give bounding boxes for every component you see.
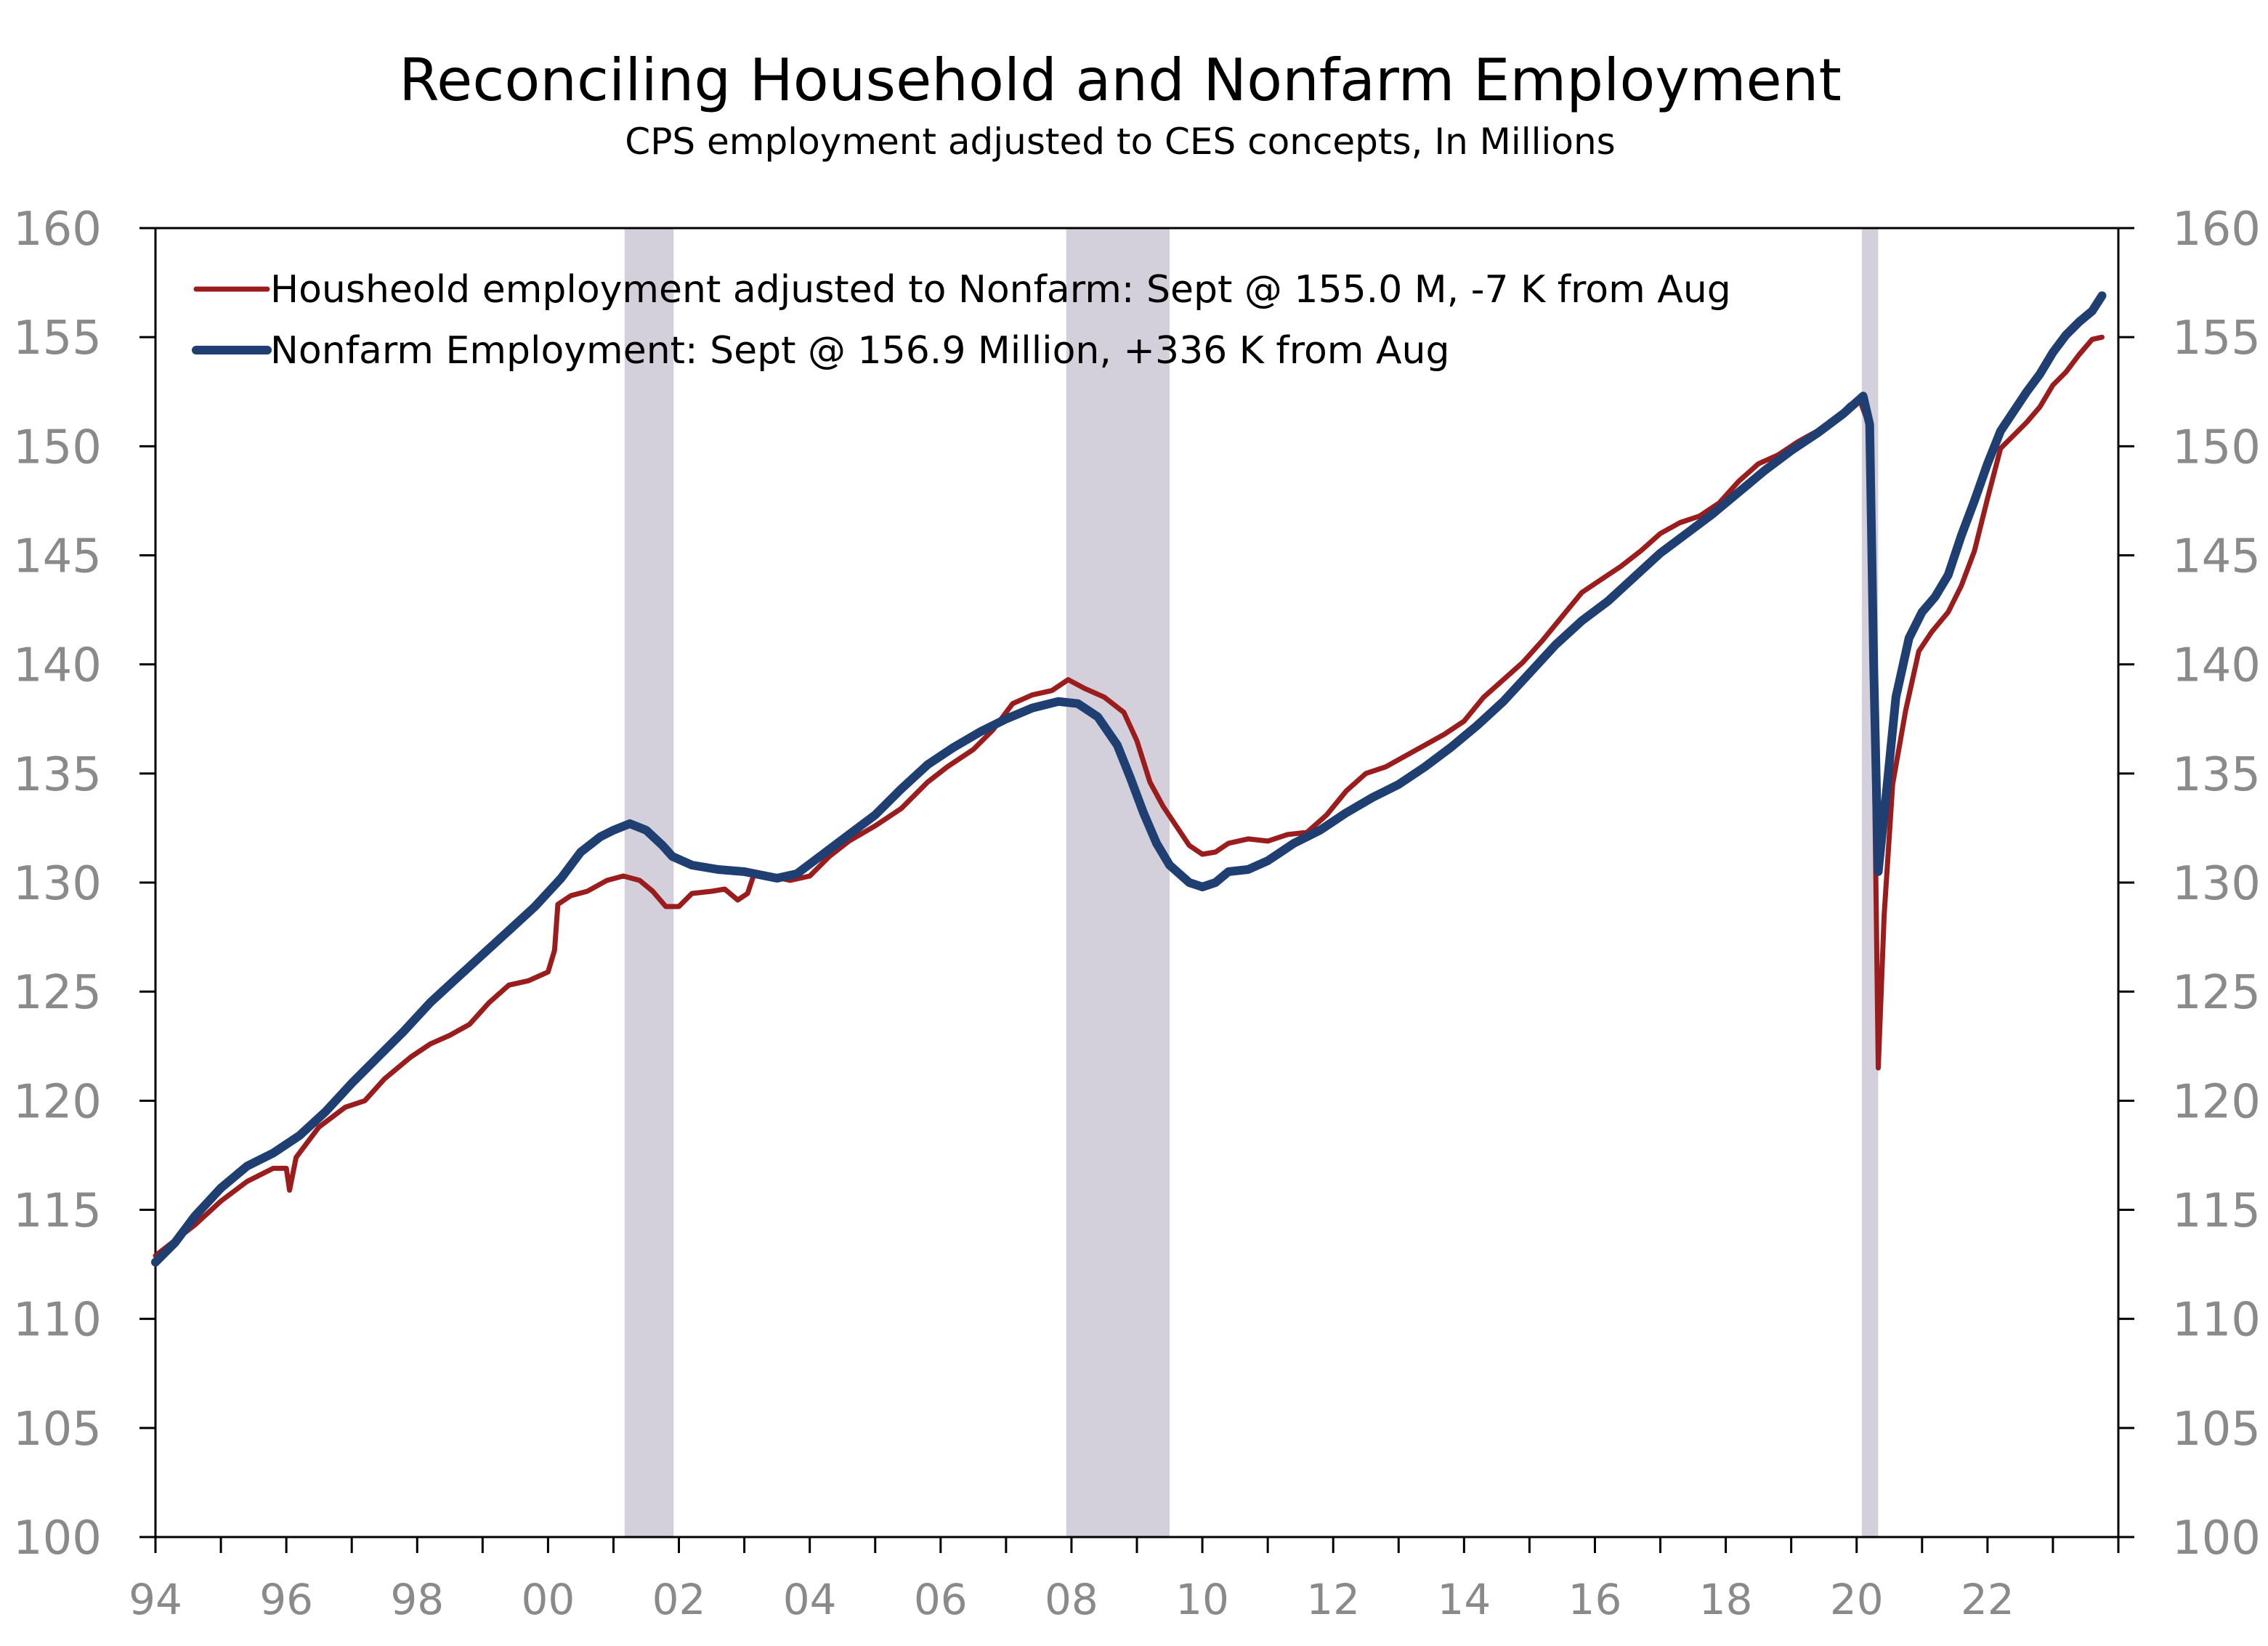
recession-bands <box>624 228 1879 1537</box>
nonfarm-employment-line <box>151 291 2107 1267</box>
y-tick-label-left: 100 <box>13 1512 102 1565</box>
y-tick-label-right: 160 <box>2172 203 2261 256</box>
x-tick-label: 22 <box>1961 1575 2014 1624</box>
y-tick-label-left: 160 <box>13 203 102 256</box>
recession-band <box>624 228 674 1537</box>
y-tick-label-left: 155 <box>13 312 102 365</box>
recession-band <box>1066 228 1170 1537</box>
x-tick-label: 10 <box>1175 1575 1229 1624</box>
x-tick-label: 12 <box>1306 1575 1360 1624</box>
y-tick-label-right: 110 <box>2172 1294 2261 1347</box>
x-tick-label: 98 <box>390 1575 444 1624</box>
y-tick-label-right: 155 <box>2172 312 2261 365</box>
y-tick-label-left: 125 <box>13 966 102 1020</box>
y-tick-label-left: 115 <box>13 1185 102 1238</box>
y-tick-label-left: 110 <box>13 1294 102 1347</box>
x-tick-label: 96 <box>259 1575 313 1624</box>
y-tick-label-right: 105 <box>2172 1403 2261 1456</box>
y-tick-label-right: 145 <box>2172 530 2261 584</box>
y-tick-label-right: 135 <box>2172 748 2261 802</box>
y-tick-label-left: 140 <box>13 639 102 693</box>
x-tick-label: 14 <box>1437 1575 1491 1624</box>
legend: Housheold employment adjusted to Nonfarm… <box>192 268 1731 373</box>
legend-entry: Nonfarm Employment: Sept @ 156.9 Million… <box>270 329 1449 373</box>
y-tick-label-left: 130 <box>13 857 102 911</box>
x-tick-label: 08 <box>1045 1575 1098 1624</box>
chart-subtitle: CPS employment adjusted to CES concepts,… <box>625 121 1615 163</box>
y-tick-label-left: 105 <box>13 1403 102 1456</box>
y-tick-label-left: 150 <box>13 421 102 474</box>
y-tick-label-right: 125 <box>2172 966 2261 1020</box>
y-tick-label-left: 145 <box>13 530 102 584</box>
x-tick-label: 16 <box>1568 1575 1622 1624</box>
x-tick-label: 00 <box>521 1575 575 1624</box>
x-tick-label: 18 <box>1699 1575 1753 1624</box>
x-tick-label: 04 <box>783 1575 837 1624</box>
y-tick-label-right: 140 <box>2172 639 2261 693</box>
x-tick-label: 20 <box>1830 1575 1884 1624</box>
series-lines <box>151 291 2107 1267</box>
x-tick-label: 06 <box>914 1575 968 1624</box>
x-tick-label: 94 <box>129 1575 182 1624</box>
y-tick-label-left: 135 <box>13 748 102 802</box>
y-tick-label-right: 115 <box>2172 1185 2261 1238</box>
y-tick-label-right: 100 <box>2172 1512 2261 1565</box>
axes: 100 100 105 105 110 110 115 115 120 120 125 125 130 1… <box>13 203 2261 1624</box>
y-tick-label-left: 120 <box>13 1075 102 1129</box>
y-tick-label-right: 130 <box>2172 857 2261 911</box>
y-tick-label-right: 120 <box>2172 1075 2261 1129</box>
chart-title: Reconciling Household and Nonfarm Employ… <box>399 46 1842 114</box>
x-tick-label: 02 <box>652 1575 706 1624</box>
legend-entry: Housheold employment adjusted to Nonfarm… <box>270 268 1731 312</box>
y-tick-label-right: 150 <box>2172 421 2261 474</box>
